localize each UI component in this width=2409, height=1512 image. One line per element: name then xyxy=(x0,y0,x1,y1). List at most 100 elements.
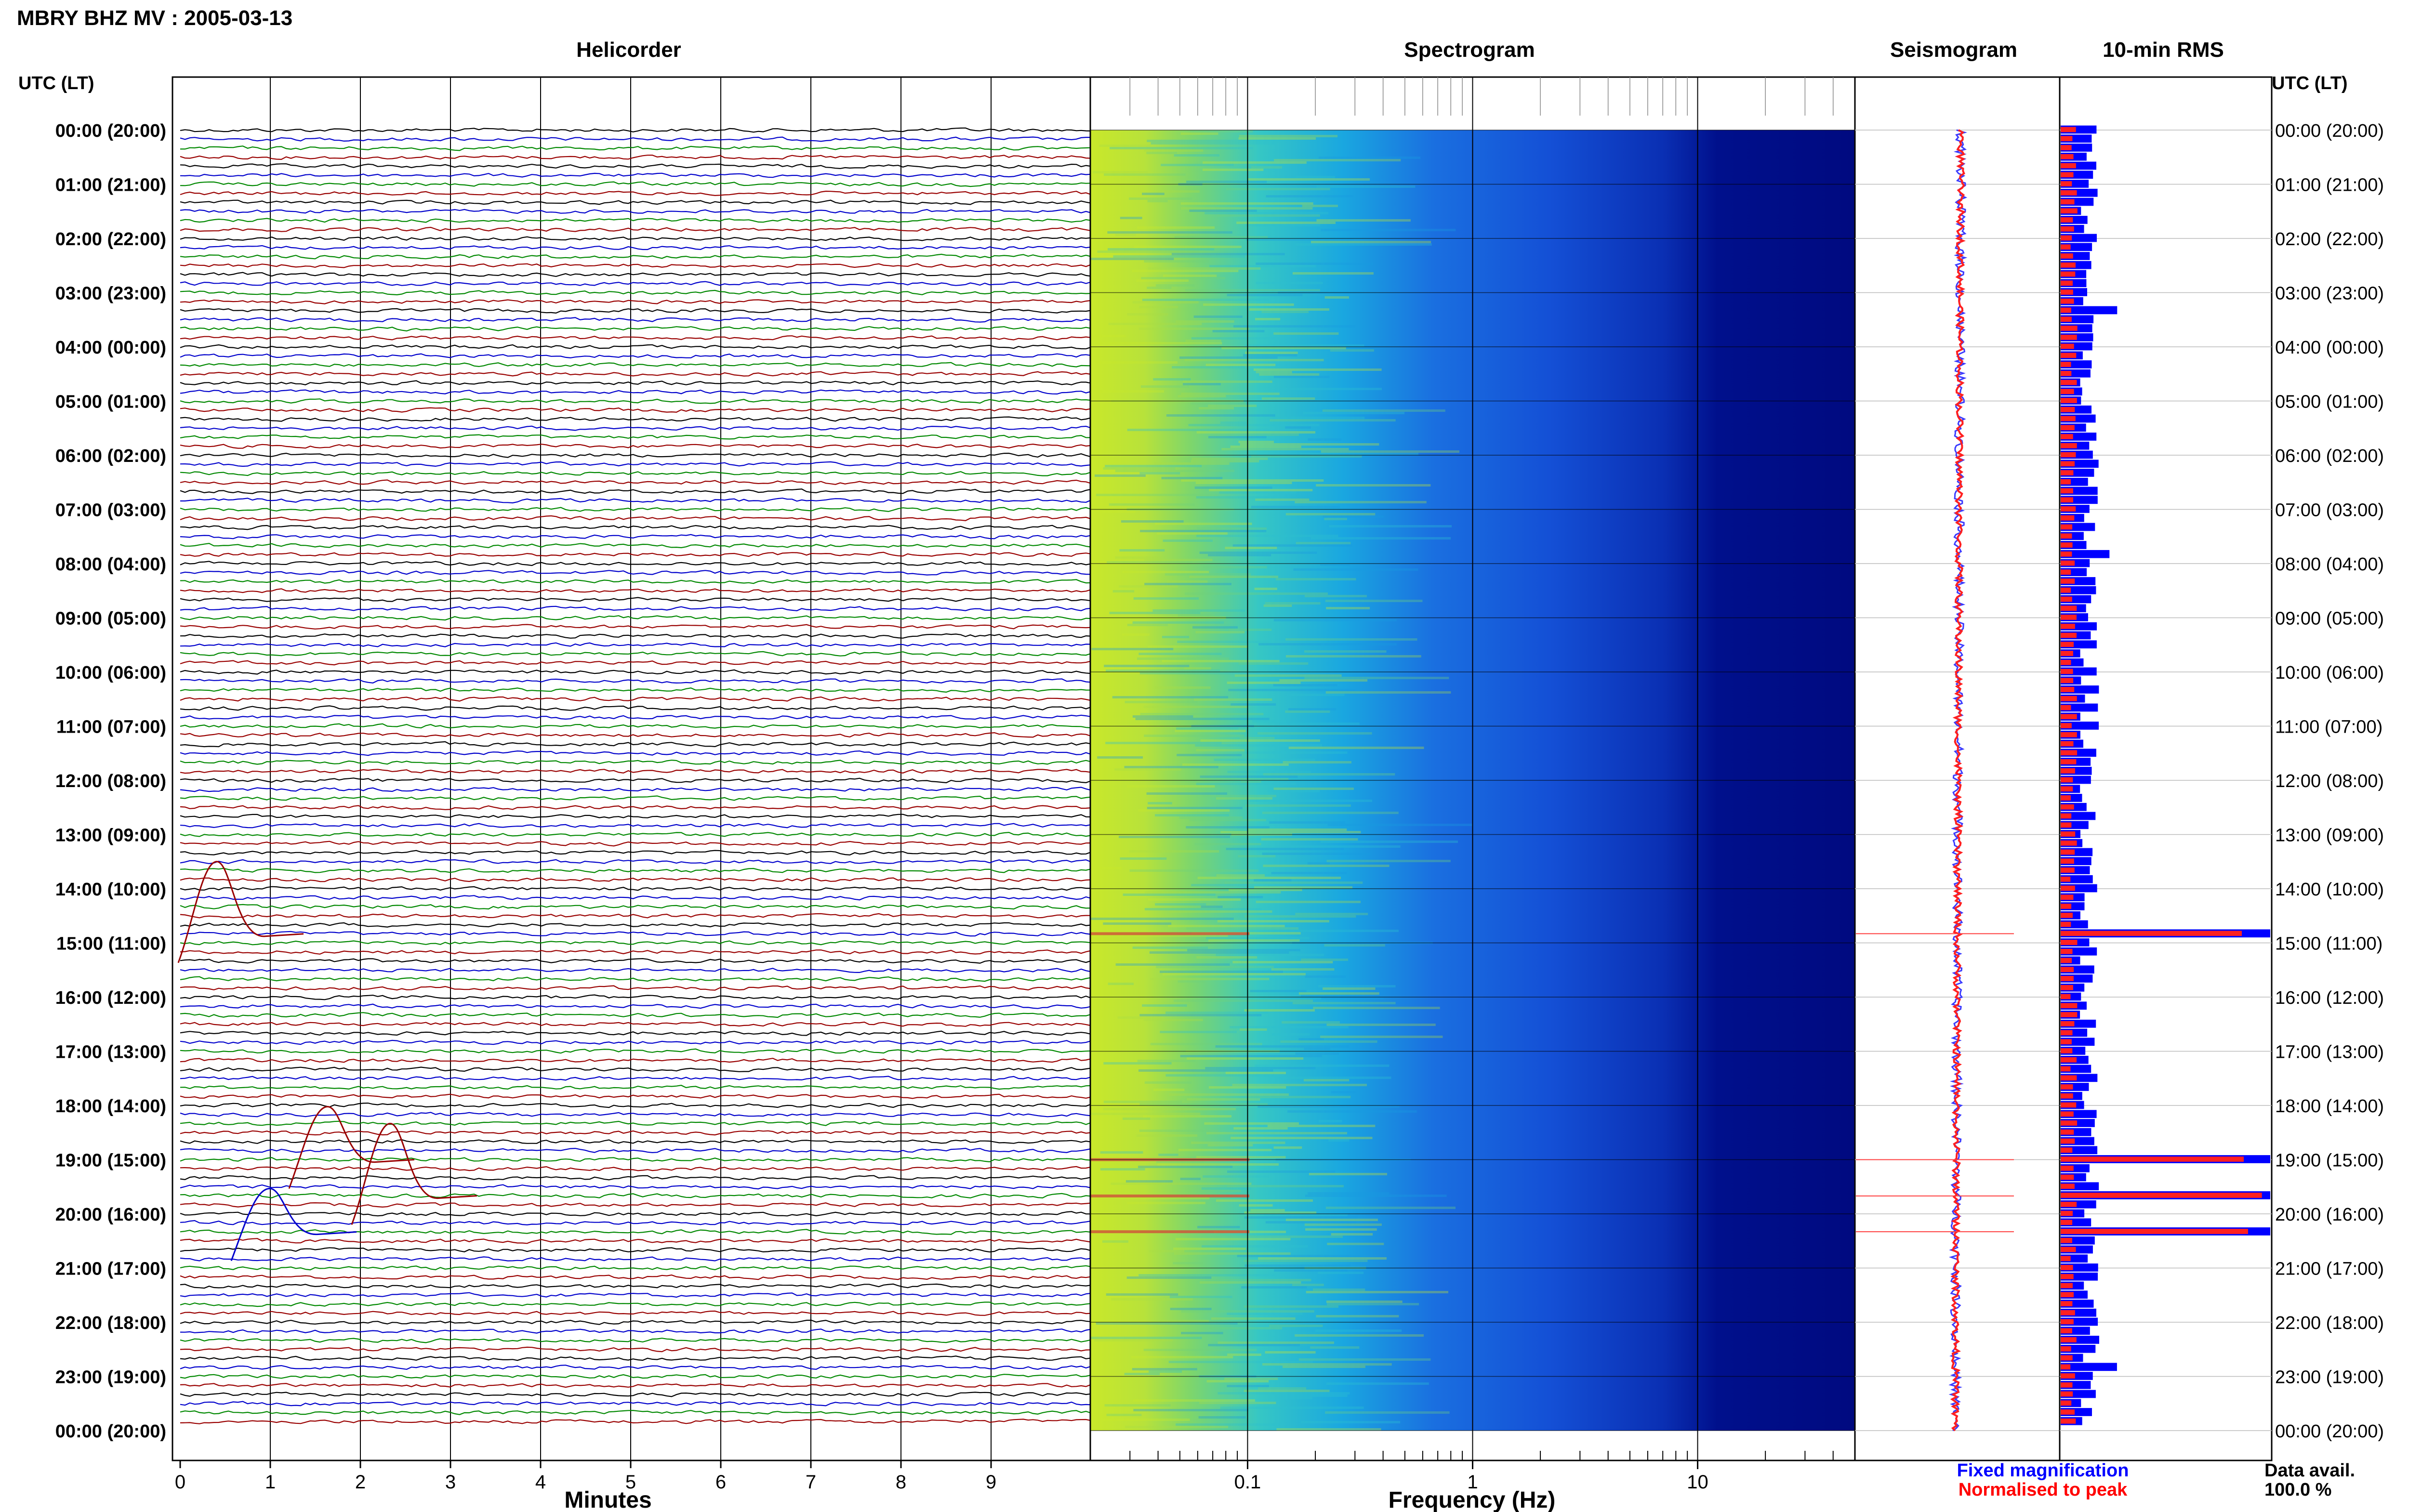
spectrogram-streak xyxy=(1326,607,1370,609)
spectrogram-streak xyxy=(1203,303,1294,306)
spectrogram-streak xyxy=(1201,906,1223,908)
spectrogram-streak xyxy=(1236,222,1336,224)
helicorder-panel: 0 1 2 3 4 5 6 7 8 9 xyxy=(172,76,1096,1493)
spectrogram-streak xyxy=(1255,318,1281,320)
helicorder-trace-line xyxy=(180,1030,1096,1036)
spectrogram-streak xyxy=(1125,701,1197,703)
rms-bar-normalised xyxy=(2061,732,2077,737)
helicorder-trace-line xyxy=(180,335,1096,341)
spectrogram-streak xyxy=(1132,947,1208,949)
spectrogram-streak xyxy=(1195,482,1292,484)
spectrogram-streak xyxy=(1209,489,1313,491)
spectrogram-streak xyxy=(1139,672,1260,674)
spectrogram-streak xyxy=(1313,1007,1440,1009)
time-label-right: 19:00 (15:00) xyxy=(2275,1151,2384,1171)
spectrogram-streak xyxy=(1285,710,1330,713)
rms-bar-normalised xyxy=(2061,958,2072,963)
spectrogram-streak xyxy=(1225,1072,1286,1074)
spectrogram-streak xyxy=(1127,624,1168,626)
spectrogram-streak xyxy=(1148,802,1172,804)
spectrogram-streak xyxy=(1121,520,1184,523)
rms-bar-normalised xyxy=(2061,669,2073,674)
time-label-right: 21:00 (17:00) xyxy=(2275,1259,2384,1279)
seismogram-normalised-trace xyxy=(1950,129,1966,1432)
helicorder-trace-line xyxy=(180,615,1096,621)
spectrogram-streak xyxy=(1107,231,1232,234)
spectrogram-streak xyxy=(1197,877,1341,879)
spectrogram-streak xyxy=(1300,995,1364,997)
spectrogram-streak xyxy=(1173,1262,1203,1264)
time-label-right: 06:00 (02:00) xyxy=(2275,446,2384,466)
rms-bar-normalised xyxy=(2061,1310,2075,1315)
spectrogram-streak xyxy=(1323,987,1376,990)
spectrogram-streak xyxy=(1122,571,1209,573)
spectrogram-streak xyxy=(1138,1069,1273,1072)
spectrogram-streak xyxy=(1132,1368,1197,1370)
spectrogram-streak xyxy=(1262,397,1315,400)
rms-bar-normalised xyxy=(2061,1364,2071,1370)
spectrogram-streak xyxy=(1100,1151,1143,1154)
spectrogram-streak xyxy=(1244,1009,1315,1012)
spectrogram-streak xyxy=(1219,491,1297,494)
helicorder-trace-line xyxy=(180,407,1096,413)
helicorder-trace-line xyxy=(180,714,1096,720)
spectrogram-streak xyxy=(1303,1079,1350,1081)
helicorder-trace-line xyxy=(180,1392,1096,1397)
rms-bar-normalised xyxy=(2061,497,2073,503)
helicorder-trace-line xyxy=(180,633,1096,639)
spectrogram-streak xyxy=(1178,614,1215,617)
rms-bar-normalised xyxy=(2061,289,2073,295)
helicorder-trace-line xyxy=(180,218,1096,223)
spectrogram-streak xyxy=(1144,583,1231,585)
spectrogram-streak xyxy=(1298,1358,1431,1361)
spectrogram-streak xyxy=(1273,788,1354,790)
spectrogram-streak xyxy=(1249,308,1330,311)
helicorder-grid xyxy=(270,77,992,1460)
spectrogram-streak xyxy=(1197,527,1267,530)
spectrogram-streak xyxy=(1245,344,1364,347)
helicorder-trace-line xyxy=(180,507,1096,513)
helicorder-trace-line xyxy=(180,732,1096,738)
spectrogram-streak xyxy=(1136,279,1189,282)
time-label-left: 20:00 (16:00) xyxy=(55,1205,166,1225)
spectrogram-streak xyxy=(1295,913,1368,915)
helicorder-trace-line xyxy=(180,1147,1096,1154)
helicorder-trace-line xyxy=(180,1328,1096,1334)
time-label-right: 08:00 (04:00) xyxy=(2275,554,2384,575)
spectrogram-streak xyxy=(1220,1407,1364,1409)
time-label-left: 15:00 (11:00) xyxy=(56,934,166,954)
rms-bar-normalised xyxy=(2061,163,2076,169)
rms-bar-normalised xyxy=(2061,181,2072,186)
page-title: MBRY BHZ MV : 2005-03-13 xyxy=(17,6,292,30)
spectrogram-streak xyxy=(1129,850,1219,853)
spectrogram-streak xyxy=(1124,1373,1160,1375)
helicorder-trace-line xyxy=(180,831,1096,837)
spectrogram-header: Spectrogram xyxy=(1404,38,1535,62)
spectrogram-streak xyxy=(1146,792,1227,795)
spectrogram-streak xyxy=(1099,145,1151,147)
spectrogram-streak xyxy=(1217,214,1320,217)
spectrogram-streak xyxy=(1255,1065,1390,1067)
helicorder-trace-line xyxy=(180,1120,1096,1126)
spectrogram-streak xyxy=(1240,1028,1267,1031)
spectrogram-streak xyxy=(1165,1012,1268,1014)
spectrogram-streak xyxy=(1160,1031,1237,1033)
spectrogram-streak xyxy=(1140,530,1267,532)
spectrogram-streak xyxy=(1202,169,1264,171)
spectrogram-streak xyxy=(1189,819,1267,821)
spectrogram-streak xyxy=(1111,1298,1193,1301)
spectrogram-streak xyxy=(1205,1067,1316,1069)
helicorder-trace-line xyxy=(180,172,1096,178)
rms-bar-normalised xyxy=(2061,1319,2074,1325)
spectrogram-streak xyxy=(1226,848,1344,850)
time-label-left: 05:00 (01:00) xyxy=(55,392,166,412)
spectrogram-streak xyxy=(1205,1279,1311,1281)
rms-bar-normalised xyxy=(2061,461,2075,467)
rms-bar-normalised xyxy=(2061,579,2075,584)
helicorder-tick-label: 7 xyxy=(806,1472,816,1493)
spectrogram-streak xyxy=(1283,1394,1348,1397)
spectrogram-streak xyxy=(1132,621,1224,624)
spectrogram-streak xyxy=(1329,525,1452,527)
spectrogram-streak xyxy=(1218,1341,1334,1344)
rms-bar-normalised xyxy=(2061,244,2071,250)
